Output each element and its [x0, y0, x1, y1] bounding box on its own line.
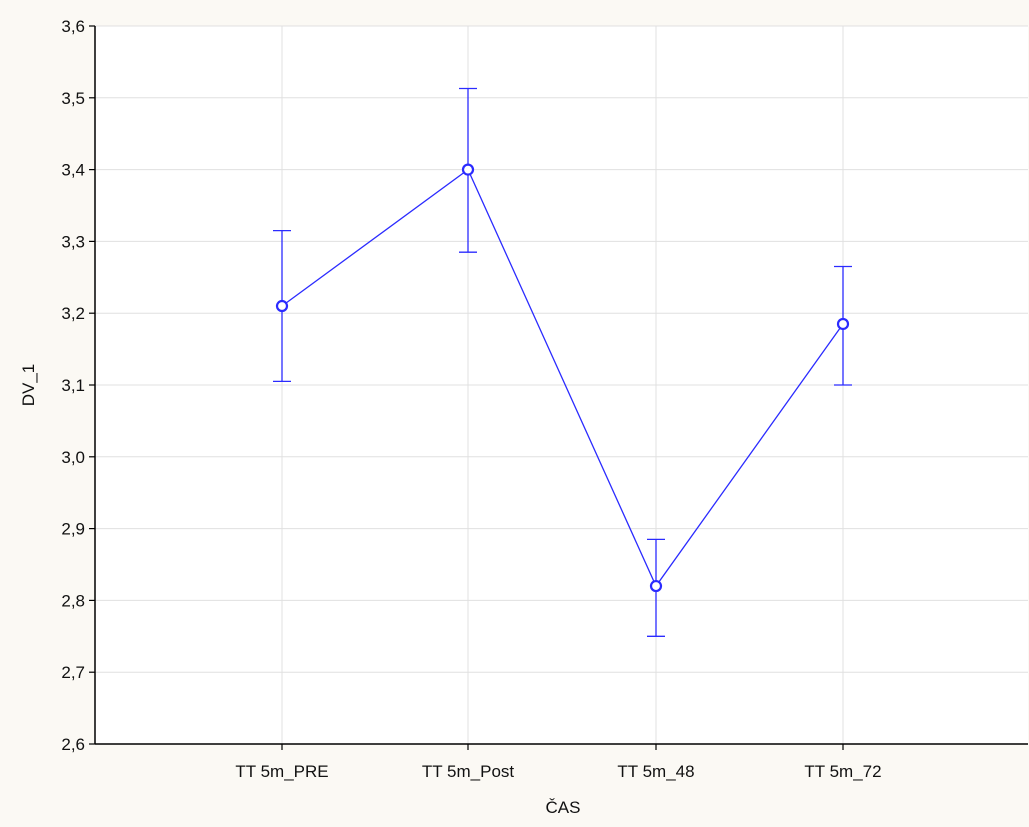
x-tick-labels: TT 5m_PRE TT 5m_Post TT 5m_48 TT 5m_72 — [235, 762, 881, 781]
y-tick-label: 2,7 — [61, 663, 85, 682]
y-tick-label: 2,9 — [61, 520, 85, 539]
y-tick-label: 3,4 — [61, 161, 85, 180]
y-tick-label: 3,3 — [61, 232, 85, 251]
x-tick-label: TT 5m_Post — [422, 762, 515, 781]
x-axis-title: ČAS — [546, 798, 581, 817]
series — [273, 87, 852, 637]
y-tick-label: 2,8 — [61, 591, 85, 610]
data-point — [649, 579, 663, 593]
y-tick-label: 2,6 — [61, 735, 85, 754]
x-tick-label: TT 5m_72 — [804, 762, 881, 781]
series-line — [281, 168, 844, 588]
data-point — [275, 299, 289, 313]
data-point — [836, 317, 850, 331]
y-tick-label: 3,6 — [61, 17, 85, 36]
y-tick-label: 3,2 — [61, 304, 85, 323]
x-tick-label: TT 5m_PRE — [235, 762, 328, 781]
x-tick-label: TT 5m_48 — [617, 762, 694, 781]
y-tick-label: 3,0 — [61, 448, 85, 467]
axes — [89, 25, 1028, 750]
y-tick-label: 3,5 — [61, 89, 85, 108]
y-axis-title: DV_1 — [19, 364, 38, 407]
data-point — [461, 163, 475, 176]
y-tick-labels: 2,6 2,7 2,8 2,9 3,0 3,1 3,2 3,3 3,4 3,5 3,6 — [61, 17, 85, 754]
y-tick-label: 3,1 — [61, 376, 85, 395]
